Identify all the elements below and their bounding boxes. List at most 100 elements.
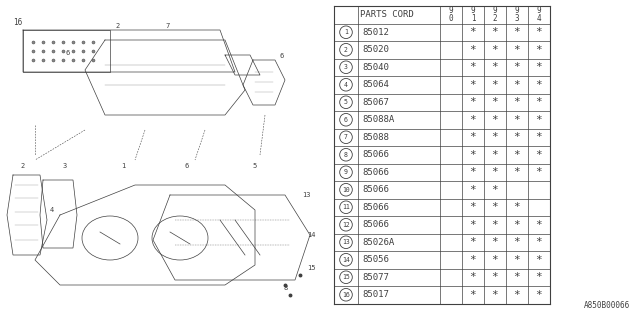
Text: *: *: [514, 255, 520, 265]
Text: 85040: 85040: [362, 63, 389, 72]
Text: 85066: 85066: [362, 168, 389, 177]
Text: 9: 9: [344, 169, 348, 175]
Text: *: *: [470, 62, 476, 72]
Text: 5: 5: [253, 163, 257, 169]
Text: *: *: [470, 150, 476, 160]
Text: *: *: [514, 62, 520, 72]
Text: 85088: 85088: [362, 133, 389, 142]
Text: 1: 1: [344, 29, 348, 35]
Text: 4: 4: [50, 207, 54, 213]
Text: *: *: [536, 45, 542, 55]
Text: 6: 6: [279, 53, 284, 59]
Text: 2: 2: [115, 23, 119, 29]
Text: 1: 1: [121, 163, 125, 169]
Text: 3: 3: [63, 163, 67, 169]
Text: *: *: [536, 220, 542, 230]
Text: *: *: [492, 167, 499, 177]
Text: *: *: [492, 185, 499, 195]
Text: 10: 10: [342, 187, 350, 193]
Text: *: *: [492, 115, 499, 125]
Text: 85077: 85077: [362, 273, 389, 282]
Text: *: *: [514, 97, 520, 107]
Text: 9
3: 9 3: [515, 6, 519, 23]
Text: *: *: [514, 220, 520, 230]
Text: *: *: [514, 80, 520, 90]
Text: 12: 12: [342, 222, 350, 228]
Text: 9
4: 9 4: [537, 6, 541, 23]
Text: *: *: [492, 62, 499, 72]
Text: *: *: [492, 27, 499, 37]
Text: 9
2: 9 2: [493, 6, 497, 23]
Text: *: *: [470, 202, 476, 212]
Text: 8: 8: [344, 152, 348, 158]
Text: *: *: [492, 150, 499, 160]
Text: *: *: [470, 132, 476, 142]
Text: 85066: 85066: [362, 220, 389, 229]
Text: *: *: [514, 27, 520, 37]
Text: *: *: [536, 62, 542, 72]
Text: *: *: [470, 115, 476, 125]
Text: *: *: [536, 27, 542, 37]
Text: 4: 4: [344, 82, 348, 88]
Text: *: *: [536, 115, 542, 125]
Text: *: *: [514, 167, 520, 177]
Text: *: *: [514, 202, 520, 212]
Text: 11: 11: [342, 204, 350, 210]
Text: *: *: [470, 255, 476, 265]
Text: *: *: [514, 272, 520, 282]
Text: 8: 8: [283, 285, 287, 291]
Text: 6: 6: [185, 163, 189, 169]
Text: 85017: 85017: [362, 290, 389, 299]
Text: *: *: [536, 272, 542, 282]
Text: 85067: 85067: [362, 98, 389, 107]
Text: *: *: [514, 237, 520, 247]
Text: 85064: 85064: [362, 80, 389, 89]
Text: *: *: [514, 115, 520, 125]
Text: *: *: [536, 255, 542, 265]
Text: *: *: [492, 290, 499, 300]
Text: 2: 2: [21, 163, 25, 169]
Text: 13: 13: [342, 239, 350, 245]
Text: PARTS CORD: PARTS CORD: [360, 10, 414, 19]
Text: 85066: 85066: [362, 150, 389, 159]
Text: 15: 15: [307, 265, 316, 271]
Text: *: *: [514, 132, 520, 142]
Text: 85026A: 85026A: [362, 238, 394, 247]
Text: *: *: [470, 45, 476, 55]
Text: 13: 13: [302, 192, 310, 198]
Text: *: *: [492, 220, 499, 230]
Text: *: *: [492, 255, 499, 265]
Text: *: *: [492, 272, 499, 282]
Text: 16: 16: [342, 292, 350, 298]
Text: 9
1: 9 1: [470, 6, 476, 23]
Text: 85012: 85012: [362, 28, 389, 37]
Text: 7: 7: [344, 134, 348, 140]
Text: *: *: [514, 150, 520, 160]
Text: *: *: [536, 290, 542, 300]
Text: *: *: [514, 290, 520, 300]
Text: *: *: [536, 80, 542, 90]
Text: 85056: 85056: [362, 255, 389, 264]
Text: 6: 6: [65, 50, 69, 56]
Text: *: *: [492, 45, 499, 55]
Text: 16: 16: [13, 18, 22, 27]
Text: 9
0: 9 0: [449, 6, 453, 23]
Text: *: *: [470, 185, 476, 195]
Text: *: *: [536, 132, 542, 142]
Text: 3: 3: [344, 64, 348, 70]
Text: 85020: 85020: [362, 45, 389, 54]
Text: *: *: [536, 97, 542, 107]
Text: *: *: [492, 237, 499, 247]
Text: *: *: [492, 132, 499, 142]
Text: *: *: [470, 290, 476, 300]
Text: *: *: [470, 167, 476, 177]
Text: *: *: [536, 237, 542, 247]
Text: 85066: 85066: [362, 185, 389, 194]
Text: 2: 2: [344, 47, 348, 53]
Text: 85066: 85066: [362, 203, 389, 212]
Text: 5: 5: [344, 99, 348, 105]
Text: A850B00066: A850B00066: [584, 301, 630, 310]
Text: *: *: [492, 80, 499, 90]
Text: 7: 7: [165, 23, 169, 29]
Text: *: *: [470, 27, 476, 37]
